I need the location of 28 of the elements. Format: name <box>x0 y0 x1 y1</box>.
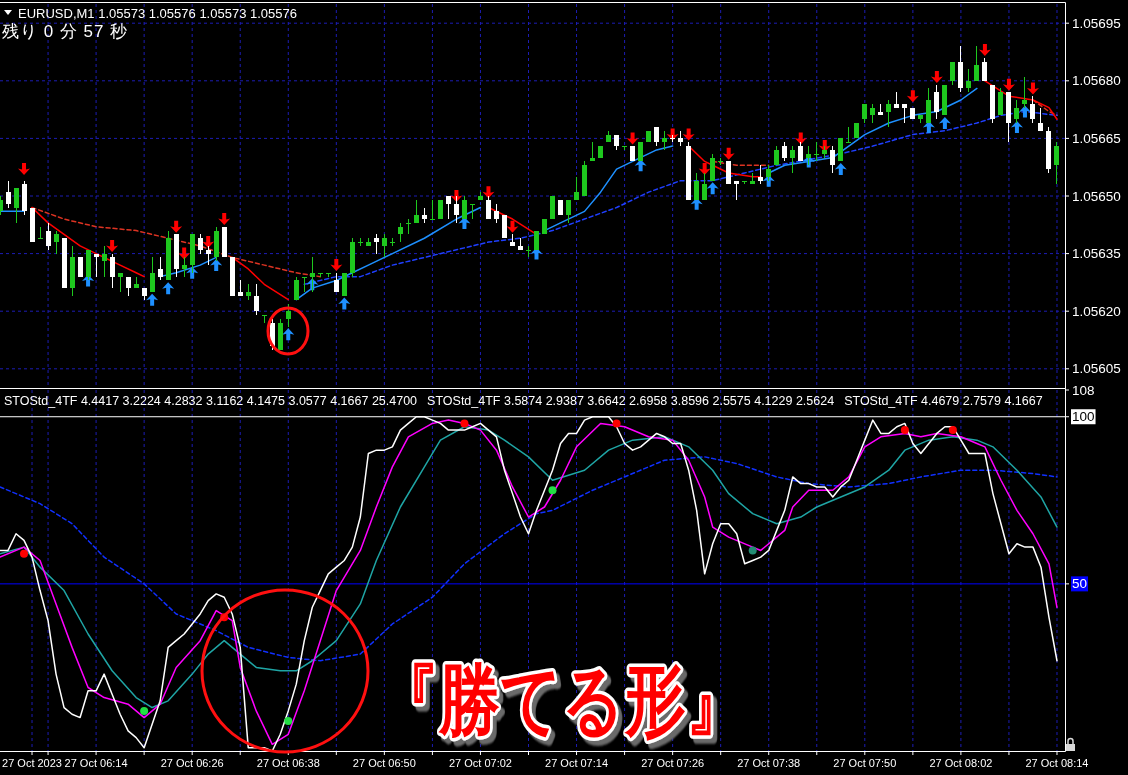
y-tick-label: 50 <box>1072 576 1088 592</box>
x-tick-label: 27 Oct 06:14 <box>64 757 128 769</box>
x-tick-label: 27 Oct 06:38 <box>256 757 320 769</box>
y-tick-label: 1.05680 <box>1072 73 1121 89</box>
x-tick-label: 27 Oct 06:26 <box>160 757 224 769</box>
y-tick-label: 1.05605 <box>1072 361 1121 377</box>
annotation: STOStd_4TF 4.4417 3.2224 4.2832 3.1162 4.1475 3.0577 4.1667 25.4700 <box>4 394 418 408</box>
y-tick-label: 100 <box>1072 409 1095 425</box>
x-tick-label: 27 Oct 07:26 <box>641 757 705 769</box>
x-tick-label: 27 Oct 06:50 <box>352 757 416 769</box>
y-tick-label: 1.05635 <box>1072 246 1121 262</box>
annotation: STOStd_4TF 3.5874 2.9387 3.6642 2.6958 3.8596 2.5575 4.1229 2.5624 <box>427 394 835 408</box>
annotation: 残り 0 分 57 秒 <box>2 22 129 41</box>
y-tick-label: 1.05650 <box>1072 188 1121 204</box>
y-tick-label: 1.05665 <box>1072 130 1121 146</box>
x-tick-label: 27 Oct 07:14 <box>545 757 609 769</box>
y-tick-label: 1.05695 <box>1072 15 1121 31</box>
x-tick-label: 27 Oct 07:38 <box>737 757 801 769</box>
chart-title: EURUSD,M1 1.05573 1.05576 1.05573 1.05576 <box>18 6 297 21</box>
x-tick-label: 27 Oct 07:50 <box>833 757 897 769</box>
y-tick-label: 108 <box>1072 382 1095 398</box>
y-tick-label: 1.05620 <box>1072 303 1121 319</box>
annotation: STOStd_4TF 4.4679 2.7579 4.1667 <box>844 394 1043 408</box>
x-tick-label: 27 Oct 08:02 <box>929 757 993 769</box>
annotation: 『勝てる形』 <box>378 656 747 744</box>
x-tick-label: 27 Oct 07:02 <box>448 757 512 769</box>
x-tick-label: 27 Oct 08:14 <box>1025 757 1089 769</box>
x-tick-label: 27 Oct 2023 <box>2 757 62 769</box>
